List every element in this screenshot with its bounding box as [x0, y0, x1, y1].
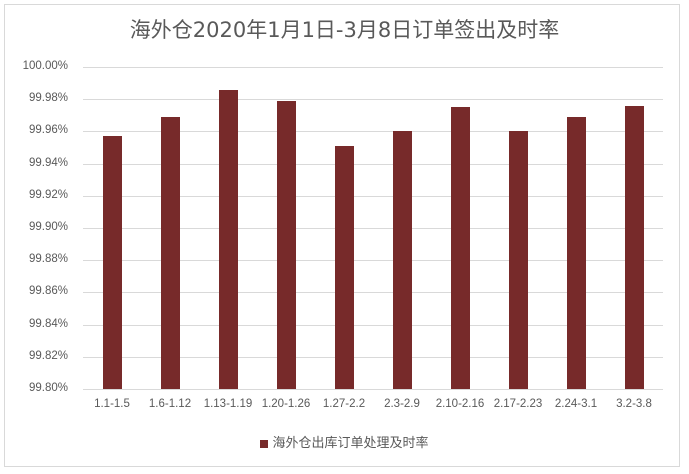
x-tick-label: 2.24-3.1 [554, 398, 598, 410]
bar [451, 107, 470, 389]
x-tick-label: 1.1-1.5 [94, 398, 130, 410]
gridline [83, 67, 663, 68]
y-tick-label: 99.90% [28, 221, 68, 233]
x-tick-label: 2.10-2.16 [435, 398, 485, 410]
bar [277, 101, 296, 389]
legend-swatch-icon [260, 439, 269, 448]
legend-label: 海外仓出库订单处理及时率 [272, 436, 429, 451]
gridline [83, 357, 663, 358]
y-tick-label: 99.82% [28, 350, 68, 362]
bar [567, 117, 586, 389]
y-tick-label: 99.96% [28, 124, 68, 136]
x-tick-label: 1.6-1.12 [148, 398, 192, 410]
chart-title: 海外仓2020年1月1日-3月8日订单签出及时率 [129, 18, 560, 42]
y-tick-label: 99.86% [28, 285, 68, 297]
x-tick-label: 1.13-1.19 [203, 398, 253, 410]
y-tick-label: 99.92% [28, 189, 68, 201]
bar [393, 131, 412, 389]
x-tick-label: 1.20-1.26 [261, 398, 311, 410]
y-tick-label: 99.88% [28, 253, 68, 265]
bar [625, 106, 644, 389]
gridline [83, 228, 663, 229]
y-tick-label: 99.84% [28, 318, 68, 330]
y-tick-label: 100.00% [22, 60, 68, 72]
x-tick-label: 2.3-2.9 [384, 398, 420, 410]
gridline [83, 325, 663, 326]
bar [219, 90, 238, 389]
bar [161, 117, 180, 389]
gridline [83, 131, 663, 132]
y-tick-label: 99.80% [28, 382, 68, 394]
legend: 海外仓出库订单处理及时率 [0, 432, 689, 451]
gridline [83, 99, 663, 100]
y-tick-label: 99.98% [28, 92, 68, 104]
gridline [83, 164, 663, 165]
gridline [83, 196, 663, 197]
gridline [83, 389, 663, 390]
x-tick-label: 2.17-2.23 [493, 398, 543, 410]
gridline [83, 260, 663, 261]
bar [103, 136, 122, 389]
y-tick-label: 99.94% [28, 157, 68, 169]
bar [509, 131, 528, 389]
x-tick-label: 1.27-2.2 [322, 398, 366, 410]
x-tick-label: 3.2-3.8 [616, 398, 652, 410]
gridline [83, 292, 663, 293]
bar [335, 146, 354, 389]
